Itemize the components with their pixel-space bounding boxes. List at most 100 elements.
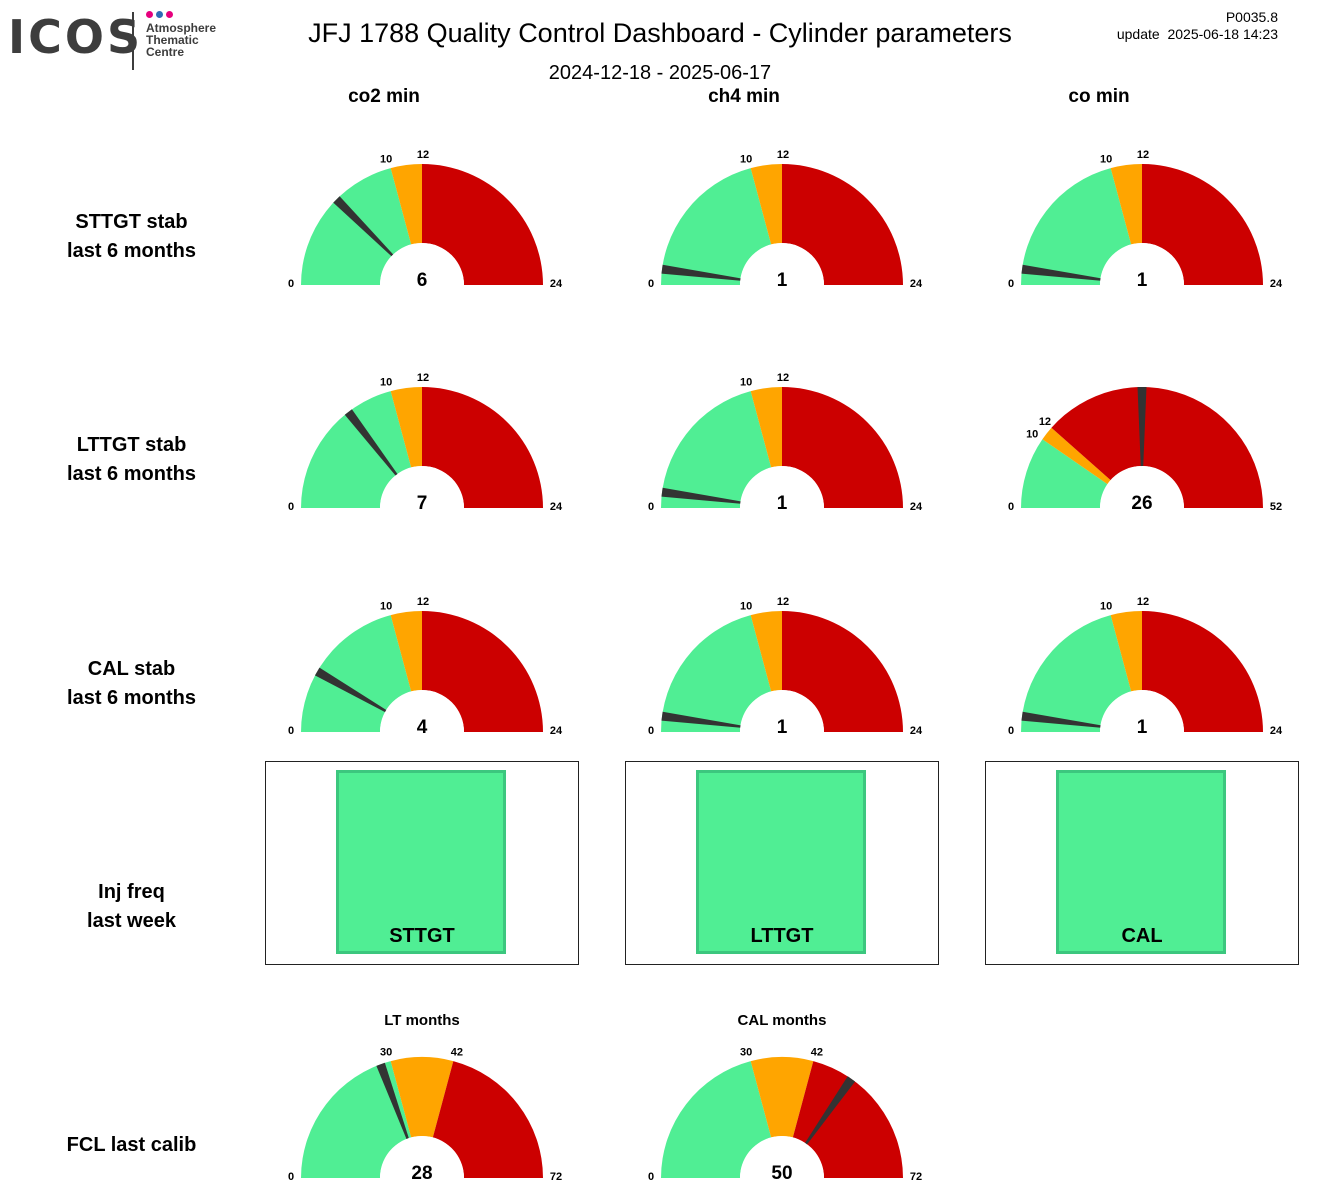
inj-box-sttgt: STTGT	[265, 761, 579, 965]
row-label-line: STTGT stab	[75, 211, 188, 233]
gauge-band-red	[1142, 164, 1263, 285]
gauge-band-orange	[750, 611, 782, 692]
gauge-threshold-label: 10	[380, 376, 392, 388]
gauge-min-label: 0	[648, 501, 654, 513]
gauge-hub	[380, 690, 464, 732]
inj-status-sttgt	[336, 770, 506, 954]
gauge-hub	[1100, 466, 1184, 508]
gauge-threshold-label: 10	[740, 376, 752, 388]
gauge-max-label: 24	[1270, 725, 1283, 737]
column-header-co2: co2 min	[348, 86, 420, 107]
version-label: P0035.8	[1225, 9, 1278, 25]
gauge-band-orange	[1110, 611, 1142, 692]
gauge-hub	[740, 1136, 824, 1178]
gauge-min-label: 0	[288, 1171, 294, 1183]
gauge-value-label: 28	[411, 1163, 432, 1184]
gauge-threshold-label: 12	[1137, 149, 1149, 161]
page-title: JFJ 1788 Quality Control Dashboard - Cyl…	[308, 18, 1012, 48]
gauge-value-label: 1	[1137, 717, 1148, 738]
gauge-threshold-label: 10	[1026, 429, 1038, 441]
gauge-title: LT months	[384, 1012, 460, 1029]
gauge-needle	[1137, 387, 1147, 496]
gauge-threshold-label: 30	[740, 1046, 752, 1058]
update-timestamp: update 2025-06-18 14:23	[1116, 26, 1278, 42]
row-label-line: last 6 months	[67, 687, 196, 709]
gauge-threshold-label: 12	[777, 596, 789, 608]
gauge-min-label: 0	[648, 1171, 654, 1183]
gauge-max-label: 24	[910, 725, 923, 737]
gauge-band-green	[661, 615, 772, 732]
gauge-band-orange	[390, 611, 422, 692]
gauge-band-green	[661, 168, 772, 285]
gauge-threshold-label: 10	[1100, 600, 1112, 612]
logo-dots-icon	[146, 11, 176, 19]
gauge-band-green	[1021, 439, 1108, 508]
gauge-threshold-label: 12	[417, 149, 429, 161]
gauge-threshold-label: 30	[380, 1046, 392, 1058]
gauge-threshold-label: 10	[380, 600, 392, 612]
gauge-band-red	[1142, 611, 1263, 732]
gauge-value-label: 4	[417, 717, 428, 738]
gauge-band-green	[661, 391, 772, 508]
row-label-fcl: FCL last calib	[10, 1131, 253, 1160]
gauge: 0 24 10 12 4	[288, 596, 563, 738]
gauge-min-label: 0	[1008, 278, 1014, 290]
row-label-cal: CAL stab last 6 months	[10, 655, 253, 713]
column-header-ch4: ch4 min	[708, 86, 780, 107]
gauge: 0 24 10 12 1	[1008, 149, 1283, 291]
gauge-threshold-label: 12	[1137, 596, 1149, 608]
gauge-band-orange	[390, 1056, 454, 1138]
gauge-min-label: 0	[1008, 501, 1014, 513]
row-label-sttgt: STTGT stab last 6 months	[10, 208, 253, 266]
column-header-co: co min	[1068, 86, 1130, 107]
logo-dot-2	[156, 11, 163, 18]
icos-logo-text: ICOS	[8, 10, 144, 64]
gauge-band-red	[422, 164, 543, 285]
gauge-min-label: 0	[648, 725, 654, 737]
gauge-band-orange	[390, 164, 422, 245]
gauge-value-label: 1	[777, 270, 788, 291]
gauge-value-label: 26	[1131, 493, 1152, 514]
row-label-inj: Inj freq last week	[10, 878, 253, 936]
inj-label-cal: CAL	[1121, 925, 1163, 947]
gauge-band-green	[301, 168, 412, 285]
row-label-line: last 6 months	[67, 240, 196, 262]
gauge-hub	[380, 466, 464, 508]
row-label-line: last week	[87, 910, 176, 932]
gauge: 0 24 10 12 6	[288, 149, 563, 291]
gauge: 0 72 30 42 28 LT months	[288, 1012, 562, 1184]
gauge-value-label: 1	[777, 493, 788, 514]
logo-subtitle-line: Atmosphere	[146, 21, 217, 35]
gauge-band-orange	[750, 164, 782, 245]
gauge-band-orange	[750, 387, 782, 468]
logo-subtitle: Atmosphere Thematic Centre	[146, 22, 216, 58]
gauge-value-label: 1	[1137, 270, 1148, 291]
gauge-band-green	[301, 391, 412, 508]
gauge-max-label: 24	[550, 501, 563, 513]
gauge-threshold-label: 10	[740, 600, 752, 612]
gauge-threshold-label: 42	[811, 1046, 823, 1058]
gauge-value-label: 1	[777, 717, 788, 738]
row-label-line: FCL last calib	[66, 1134, 197, 1156]
gauge-band-orange	[750, 1056, 814, 1138]
gauge-title: CAL months	[738, 1012, 827, 1029]
gauge-band-orange	[1042, 427, 1111, 485]
gauge-band-red	[422, 387, 543, 508]
gauge-max-label: 24	[910, 278, 923, 290]
gauge-threshold-label: 12	[777, 149, 789, 161]
gauge-band-red	[782, 164, 903, 285]
gauge-band-red	[792, 1061, 903, 1178]
gauge-band-red	[1051, 387, 1263, 508]
gauge-max-label: 24	[550, 725, 563, 737]
gauge-max-label: 72	[910, 1171, 922, 1183]
gauge-hub	[1100, 243, 1184, 285]
gauge-min-label: 0	[288, 725, 294, 737]
gauge-threshold-label: 12	[1039, 416, 1051, 428]
gauge-value-label: 6	[417, 270, 428, 291]
gauge-threshold-label: 12	[777, 372, 789, 384]
gauge: 0 24 10 12 7	[288, 372, 563, 514]
gauge-max-label: 24	[910, 501, 923, 513]
logo-subtitle-line: Thematic	[146, 33, 199, 47]
